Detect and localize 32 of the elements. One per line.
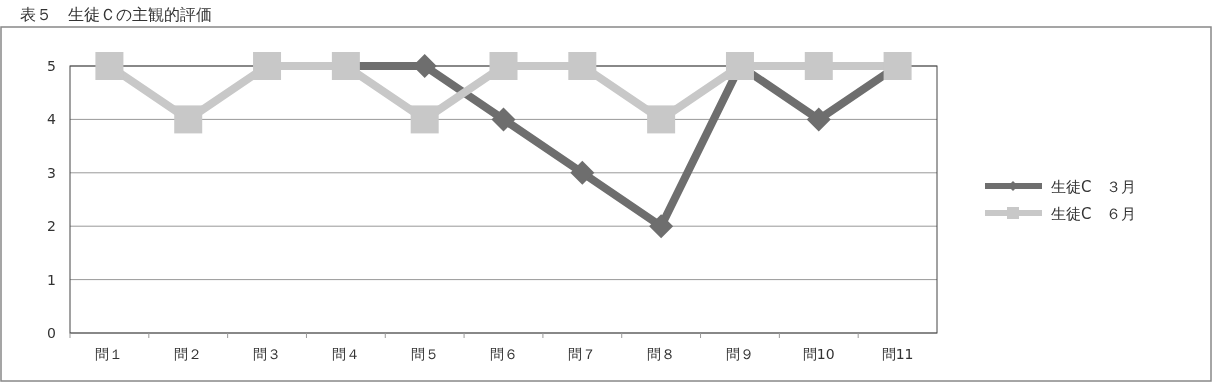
- x-tick-label: 問７: [568, 346, 597, 362]
- x-tick-label: 問５: [410, 346, 439, 362]
- x-tick-label: 問２: [174, 346, 203, 362]
- point: [489, 52, 518, 80]
- y-tick-label: 3: [47, 164, 56, 181]
- point: [253, 52, 282, 80]
- x-tick-label: 問10: [802, 346, 835, 362]
- legend-label: 生徒C ６月: [1051, 205, 1137, 223]
- point: [410, 105, 439, 134]
- y-tick-label: 0: [47, 325, 56, 341]
- point: [568, 52, 597, 80]
- point: [804, 52, 833, 80]
- x-tick-label: 問３: [253, 346, 282, 362]
- legend-label: 生徒C ３月: [1051, 178, 1137, 196]
- chart-title: 表５ 生徒Ｃの主観的評価: [20, 5, 212, 24]
- x-tick-label: 問６: [489, 346, 518, 362]
- y-tick-label: 5: [47, 58, 56, 74]
- y-tick-label: 2: [47, 218, 56, 235]
- point: [95, 52, 124, 80]
- y-tick-label: 1: [47, 271, 56, 288]
- point: [491, 107, 516, 132]
- x-tick-label: 問４: [331, 346, 360, 362]
- y-tick-label: 4: [47, 111, 57, 128]
- x-tick-label: 問８: [647, 346, 676, 362]
- point: [174, 105, 203, 134]
- x-tick-label: 問11: [881, 346, 914, 362]
- point: [647, 105, 676, 134]
- point: [806, 107, 831, 132]
- x-tick-label: 問９: [725, 346, 754, 362]
- x-tick-label: 問１: [95, 346, 124, 362]
- point: [570, 160, 595, 185]
- point: [649, 214, 674, 239]
